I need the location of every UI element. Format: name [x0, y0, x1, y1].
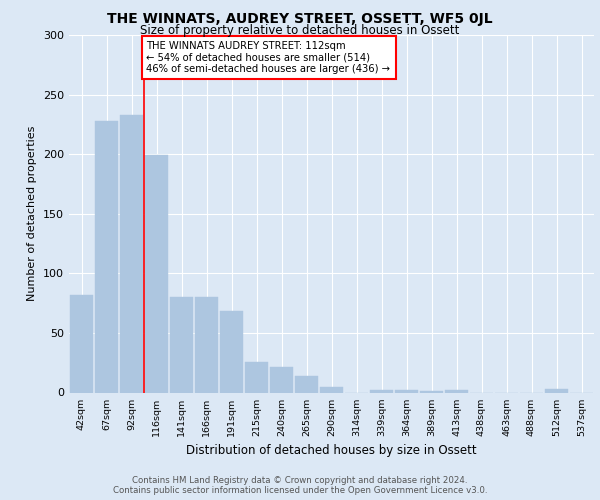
- Bar: [545, 389, 568, 392]
- Bar: [270, 368, 293, 392]
- Bar: [120, 115, 143, 392]
- Text: THE WINNATS AUDREY STREET: 112sqm
← 54% of detached houses are smaller (514)
46%: THE WINNATS AUDREY STREET: 112sqm ← 54% …: [146, 41, 391, 74]
- Bar: [295, 376, 318, 392]
- Bar: [170, 297, 193, 392]
- X-axis label: Distribution of detached houses by size in Ossett: Distribution of detached houses by size …: [186, 444, 477, 457]
- Text: THE WINNATS, AUDREY STREET, OSSETT, WF5 0JL: THE WINNATS, AUDREY STREET, OSSETT, WF5 …: [107, 12, 493, 26]
- Bar: [245, 362, 268, 392]
- Y-axis label: Number of detached properties: Number of detached properties: [28, 126, 37, 302]
- Bar: [395, 390, 418, 392]
- Bar: [70, 295, 93, 392]
- Text: Contains HM Land Registry data © Crown copyright and database right 2024.
Contai: Contains HM Land Registry data © Crown c…: [113, 476, 487, 495]
- Bar: [195, 297, 218, 392]
- Bar: [145, 156, 168, 392]
- Bar: [320, 386, 343, 392]
- Bar: [370, 390, 393, 392]
- Bar: [95, 121, 118, 392]
- Bar: [220, 312, 243, 392]
- Bar: [445, 390, 468, 392]
- Text: Size of property relative to detached houses in Ossett: Size of property relative to detached ho…: [140, 24, 460, 37]
